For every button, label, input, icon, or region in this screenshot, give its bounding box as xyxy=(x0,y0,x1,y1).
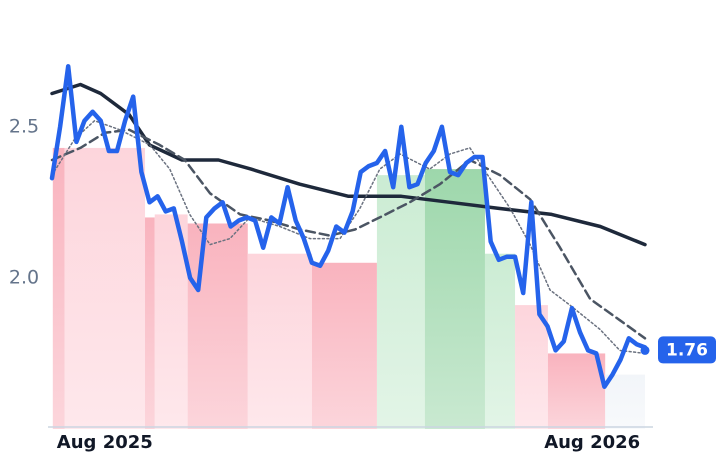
region xyxy=(247,253,312,429)
region xyxy=(64,147,146,429)
end-label: 1.76 xyxy=(666,340,708,360)
region xyxy=(311,262,377,429)
series-line xyxy=(50,82,647,247)
region xyxy=(145,217,155,429)
y-tick-label: 2.0 xyxy=(9,266,39,288)
series-line xyxy=(51,119,646,355)
region xyxy=(515,305,548,429)
region xyxy=(424,169,485,430)
region xyxy=(187,223,248,429)
region xyxy=(484,253,516,429)
end-dot xyxy=(640,345,650,355)
series-line xyxy=(49,64,648,389)
region xyxy=(376,175,425,429)
y-tick-label: 2.5 xyxy=(9,115,39,137)
region xyxy=(547,353,606,429)
x-tick-label: Aug 2026 xyxy=(544,432,640,453)
x-tick-label: Aug 2025 xyxy=(57,432,153,453)
region xyxy=(605,374,645,429)
regions xyxy=(52,147,645,430)
lines xyxy=(49,64,648,389)
axes: 2.0 2.5 Aug 2025 Aug 2026 1.76 xyxy=(9,115,716,453)
region xyxy=(52,147,65,429)
end-label-box xyxy=(658,336,716,364)
